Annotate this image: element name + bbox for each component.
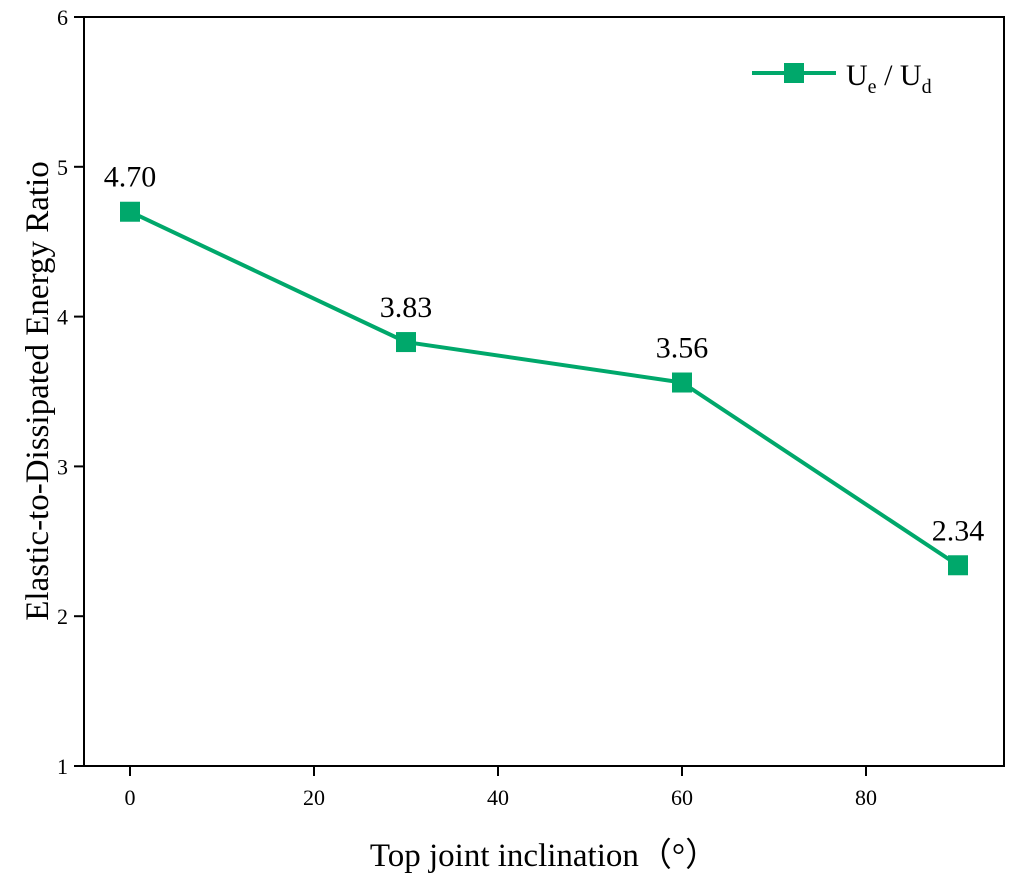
- x-axis-title: Top joint inclination（°）: [370, 838, 718, 874]
- data-point-marker: [396, 332, 416, 353]
- legend-sub-1: e: [868, 76, 877, 98]
- data-label: 3.56: [656, 332, 709, 365]
- y-tick-label: 4: [57, 305, 68, 330]
- data-label: 2.34: [932, 514, 985, 547]
- x-tick-label: 60: [671, 785, 693, 810]
- legend-sub-2: d: [922, 76, 932, 98]
- series-line: [129, 209, 960, 567]
- y-tick-label: 2: [57, 604, 68, 629]
- x-tick-label: 80: [855, 785, 877, 810]
- y-tick-label: 3: [57, 454, 68, 479]
- data-point-marker: [948, 555, 968, 576]
- data-label: 4.70: [104, 161, 157, 194]
- legend-label: Ue / Ud: [846, 59, 932, 98]
- plot-frame: [83, 16, 1005, 767]
- ticks-layer: 0 20 40 60 80 1 2 3 4 5 6: [57, 5, 877, 810]
- series-layer: 4.70 3.83 3.56 2.34: [104, 161, 985, 576]
- x-tick-label: 0: [125, 785, 136, 810]
- data-point-marker: [672, 372, 692, 393]
- y-tick-label: 1: [57, 754, 68, 779]
- x-tick-label: 40: [487, 785, 509, 810]
- legend: Ue / Ud: [752, 59, 932, 98]
- legend-marker: [784, 63, 804, 83]
- y-axis-title: Elastic-to-Dissipated Energy Ratio: [20, 161, 56, 620]
- legend-sep: / U: [877, 59, 922, 92]
- x-tick-label: 20: [303, 785, 325, 810]
- legend-main-1: U: [846, 59, 868, 92]
- data-label: 3.83: [380, 291, 433, 324]
- data-point-marker: [120, 201, 140, 222]
- y-tick-label: 6: [57, 5, 68, 30]
- y-tick-label: 5: [57, 155, 68, 180]
